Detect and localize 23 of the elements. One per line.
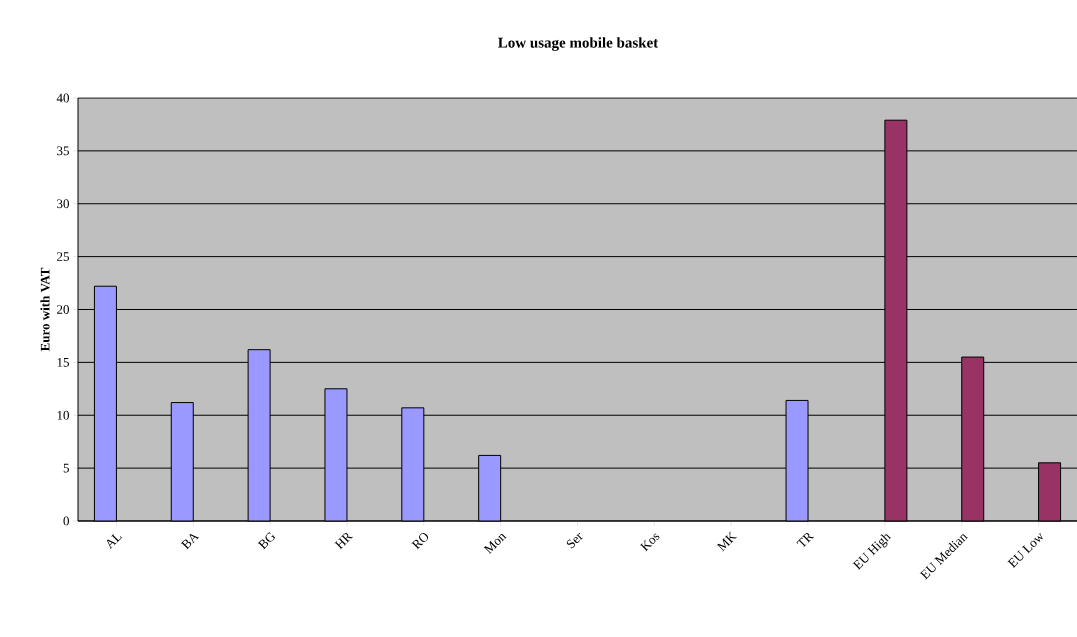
x-tick-label: RO	[411, 532, 429, 550]
x-tick-label: BA	[180, 533, 200, 550]
y-tick-label: 5	[63, 463, 69, 473]
y-tick-label: 35	[57, 146, 69, 156]
x-tick-label: EU Low	[1007, 532, 1043, 569]
y-tick-label: 20	[57, 305, 69, 314]
x-tick-label: BG	[257, 532, 276, 550]
x-tick-label: Mon	[483, 533, 507, 555]
y-tick-label: 15	[57, 358, 69, 367]
y-tick-label: 25	[57, 252, 69, 261]
y-tick-label: 30	[57, 199, 69, 209]
x-tick-label: TR	[796, 532, 815, 548]
x-tick-label: AL	[107, 533, 122, 550]
x-tick-label: EU High	[852, 534, 892, 571]
y-tick-label: 0	[63, 516, 69, 526]
x-tick-label: MK	[716, 531, 738, 552]
x-tick-label: Ser	[566, 532, 583, 549]
x-tick-label: HR	[334, 532, 353, 550]
y-tick-label: 10	[57, 410, 69, 420]
x-tick-label: Kos	[639, 533, 660, 552]
y-tick-label: 40	[56, 93, 69, 103]
y-axis-title: Euro with VAT	[40, 267, 50, 352]
chart-title: Low usage mobile basket	[498, 37, 659, 51]
